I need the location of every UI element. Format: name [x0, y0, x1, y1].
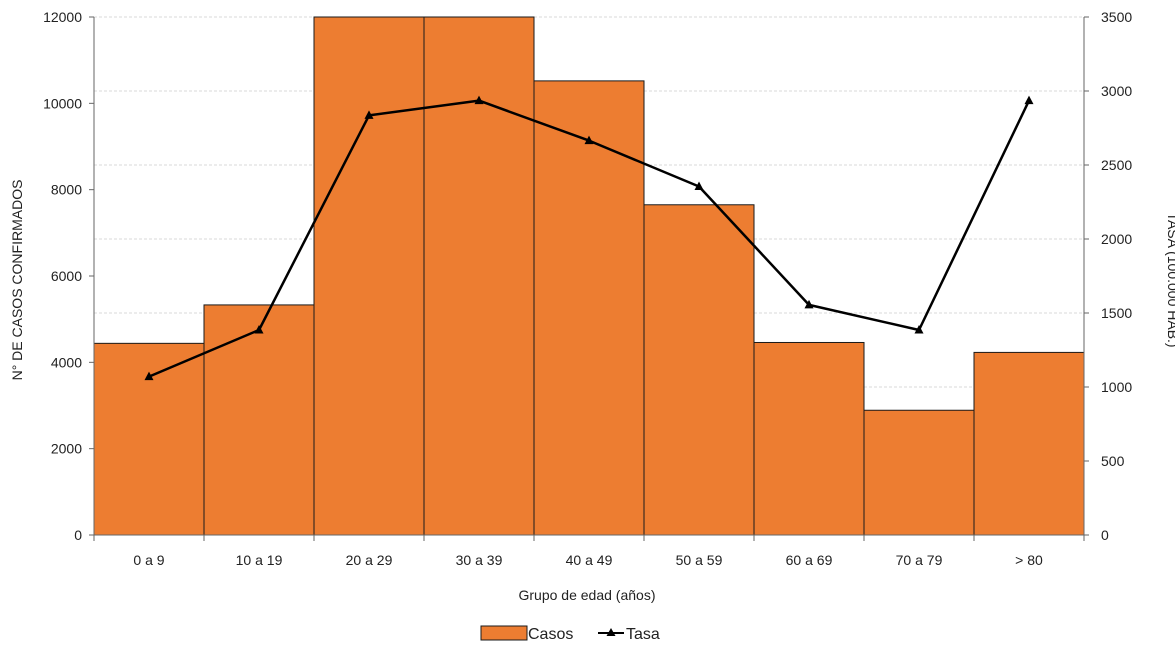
- y2-tick-label: 3500: [1101, 9, 1132, 25]
- x-axis-title: Grupo de edad (años): [519, 587, 656, 603]
- tasa-point-3: [474, 95, 484, 105]
- tasa-point-8: [1024, 95, 1034, 105]
- tasa-point-2: [364, 110, 374, 119]
- bar-6: [753, 341, 865, 536]
- bar-series-casos: [93, 16, 1085, 536]
- bar-1: [203, 304, 315, 536]
- y2-tick-label: 2000: [1101, 231, 1132, 247]
- y2-axis-title: TASA (100.000 HAB.): [1165, 212, 1175, 347]
- bar-2: [313, 16, 425, 536]
- y2-tick-label: 3000: [1101, 83, 1132, 99]
- tasa-point-7: [914, 325, 924, 334]
- y-tick-label: 2000: [51, 441, 82, 457]
- y-axis-title: N° DE CASOS CONFIRMADOS: [9, 180, 25, 381]
- y2-tick-label: 2500: [1101, 157, 1132, 173]
- x-tick-label: 50 a 59: [676, 552, 723, 568]
- y2-tick-label: 500: [1101, 453, 1125, 469]
- tick-labels: 0 2000 4000 6000 8000 10000 12000 0 500 1000 1500 2…: [43, 9, 1132, 568]
- tasa-point-0: [144, 371, 154, 381]
- tasa-point-1: [254, 325, 264, 334]
- bar-7: [863, 409, 975, 536]
- bar-4: [533, 80, 645, 536]
- y-tick-label: 10000: [43, 95, 82, 111]
- legend-marker-tasa: [606, 628, 616, 636]
- legend-swatch-casos: [480, 625, 528, 641]
- x-tick-label: 0 a 9: [133, 552, 164, 568]
- tasa-point-6: [804, 299, 814, 309]
- y-tick-label: 6000: [51, 268, 82, 284]
- x-tick-label: 20 a 29: [346, 552, 393, 568]
- y-tick-label: 12000: [43, 9, 82, 25]
- y2-tick-label: 1500: [1101, 305, 1132, 321]
- legend: Casos Tasa: [480, 625, 660, 643]
- legend-label-casos: Casos: [528, 626, 573, 643]
- x-tick-label: 40 a 49: [566, 552, 613, 568]
- x-tick-label: 60 a 69: [786, 552, 833, 568]
- legend-label-tasa: Tasa: [626, 626, 660, 643]
- tasa-point-4: [584, 135, 594, 145]
- y2-tick-label: 0: [1101, 527, 1109, 543]
- y2-tick-label: 1000: [1101, 379, 1132, 395]
- x-tick-label: 30 a 39: [456, 552, 503, 568]
- x-tick-label: 70 a 79: [896, 552, 943, 568]
- x-tick-label: 10 a 19: [236, 552, 283, 568]
- x-tick-label: > 80: [1015, 552, 1043, 568]
- y-tick-label: 0: [74, 527, 82, 543]
- axes: [89, 16, 1089, 541]
- bar-3: [423, 16, 535, 536]
- y-tick-label: 4000: [51, 354, 82, 370]
- y-tick-label: 8000: [51, 182, 82, 198]
- bar-5: [643, 204, 755, 536]
- bar-8: [973, 351, 1085, 536]
- tasa-point-5: [694, 181, 704, 190]
- line-series-tasa: [144, 95, 1034, 381]
